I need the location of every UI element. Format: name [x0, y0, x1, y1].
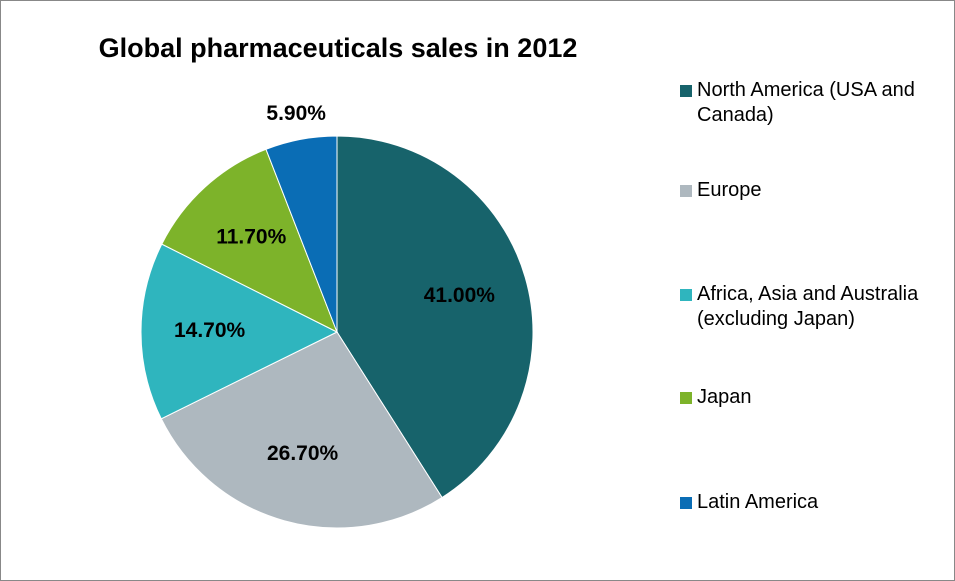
- legend-swatch: [680, 497, 692, 509]
- pie-slice: [140, 243, 339, 420]
- legend-label: Japan: [697, 386, 752, 408]
- legend-entry: Japan: [680, 385, 945, 410]
- legend-label: North America (USA and Canada): [697, 79, 915, 126]
- legend-entry: North America (USA and Canada): [680, 78, 945, 128]
- legend-swatch: [680, 392, 692, 404]
- legend-entry: Africa, Asia and Australia (excluding Ja…: [680, 282, 945, 332]
- pie-slice: [161, 148, 338, 334]
- chart-title: Global pharmaceuticals sales in 2012: [99, 33, 578, 63]
- pie-slice: [160, 331, 443, 529]
- legend-swatch: [680, 185, 692, 197]
- legend-entry: Latin America: [680, 490, 945, 515]
- legend-label: Latin America: [697, 491, 819, 513]
- data-label: 14.70%: [174, 319, 246, 342]
- legend-label: Africa, Asia and Australia (excluding Ja…: [697, 283, 919, 330]
- data-label: 41.00%: [424, 284, 496, 307]
- legend-swatch: [680, 289, 692, 301]
- legend-swatch: [680, 85, 692, 97]
- data-label: 11.70%: [216, 225, 286, 248]
- data-label: 5.90%: [266, 102, 326, 125]
- legend-entry: Europe: [680, 178, 945, 203]
- legend-label: Europe: [697, 179, 762, 201]
- pie-slice: [336, 135, 534, 499]
- data-label: 26.70%: [267, 442, 339, 465]
- pie-slice: [265, 135, 338, 333]
